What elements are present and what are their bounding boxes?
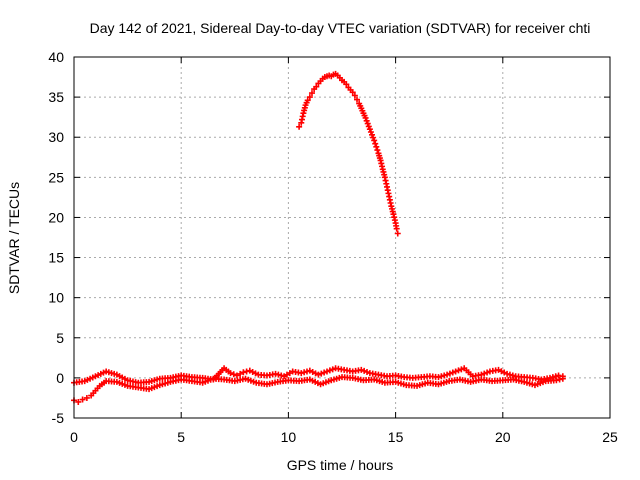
data-point: [553, 377, 560, 384]
data-point: [306, 94, 313, 101]
data-point: [373, 143, 380, 150]
data-point: [393, 225, 400, 232]
data-point: [366, 126, 373, 133]
data-point: [458, 366, 465, 373]
data-point: [315, 371, 322, 378]
y-tick-label: 20: [48, 209, 64, 225]
data-point: [506, 371, 513, 378]
data-point: [298, 370, 305, 377]
data-point: [358, 366, 365, 373]
data-point: [272, 370, 279, 377]
data-point: [559, 375, 566, 382]
data-point: [303, 368, 310, 375]
data-point: [364, 120, 371, 127]
data-point: [546, 374, 553, 381]
data-point: [351, 92, 358, 99]
data-point: [444, 371, 451, 378]
data-point: [372, 140, 379, 147]
data-point: [556, 376, 563, 383]
tick-labels: 0 5 10 15 20 25 -5 0 5 10 15 20 25 30 35 40: [48, 49, 618, 445]
data-point: [369, 131, 376, 138]
data-point: [323, 368, 330, 375]
data-point: [79, 396, 86, 403]
data-point: [361, 367, 368, 374]
y-tick-label: 25: [48, 169, 64, 185]
y-tick-label: 0: [56, 370, 64, 386]
data-point: [326, 367, 333, 374]
data-point: [549, 374, 556, 381]
x-tick-label: 15: [388, 429, 404, 445]
x-tick-label: 5: [177, 429, 185, 445]
data-point: [243, 368, 250, 375]
data-point: [435, 374, 442, 381]
series-baseline-upper: [71, 365, 566, 386]
data-point: [394, 230, 401, 237]
data-point: [301, 369, 308, 376]
plot-area: [71, 70, 566, 405]
data-point: [349, 89, 356, 96]
data-point: [374, 147, 381, 154]
y-tick-label: 15: [48, 250, 64, 266]
data-point: [455, 367, 462, 374]
data-point: [313, 83, 320, 90]
data-point: [308, 90, 315, 97]
data-point: [438, 373, 445, 380]
data-point: [343, 81, 350, 88]
data-point: [446, 370, 453, 377]
data-point: [318, 370, 325, 377]
data-point: [83, 394, 90, 401]
data-point: [362, 114, 369, 121]
y-tick-label: 40: [48, 49, 64, 65]
y-tick-label: 35: [48, 89, 64, 105]
x-tick-label: 25: [602, 429, 618, 445]
data-point: [449, 369, 456, 376]
data-point: [75, 398, 82, 405]
data-point: [233, 372, 240, 379]
data-point: [230, 371, 237, 378]
data-point: [367, 129, 374, 136]
data-point: [304, 97, 311, 104]
data-point: [296, 123, 303, 130]
series-baseline-lower: [71, 374, 566, 405]
series-high-satellite-arc: [296, 70, 401, 237]
y-axis-label: SDTVAR / TECUs: [6, 182, 22, 294]
plot-frame: [73, 56, 611, 419]
y-tick-label: 5: [56, 330, 64, 346]
data-point: [484, 369, 491, 376]
chart-title: Day 142 of 2021, Sidereal Day-to-day VTE…: [90, 20, 591, 36]
data-point: [237, 370, 244, 377]
data-point: [481, 370, 488, 377]
data-point: [555, 372, 562, 379]
y-tick-label: 30: [48, 129, 64, 145]
data-point: [275, 371, 282, 378]
x-tick-label: 10: [281, 429, 297, 445]
data-point: [363, 117, 370, 124]
y-tick-label: 10: [48, 290, 64, 306]
x-axis-label: GPS time / hours: [287, 457, 394, 473]
data-point: [452, 368, 459, 375]
data-point: [240, 369, 247, 376]
data-point: [504, 370, 511, 377]
data-point: [329, 366, 336, 373]
data-point: [227, 370, 234, 377]
x-tick-label: 20: [495, 429, 511, 445]
data-point: [364, 369, 371, 376]
data-point: [354, 96, 361, 103]
data-point: [321, 369, 328, 376]
data-point: [370, 134, 377, 141]
y-tick-label: -5: [52, 410, 65, 426]
data-point: [278, 372, 285, 379]
data-point: [441, 372, 448, 379]
data-point: [365, 123, 372, 130]
x-tick-label: 0: [70, 429, 78, 445]
data-point: [371, 137, 378, 144]
